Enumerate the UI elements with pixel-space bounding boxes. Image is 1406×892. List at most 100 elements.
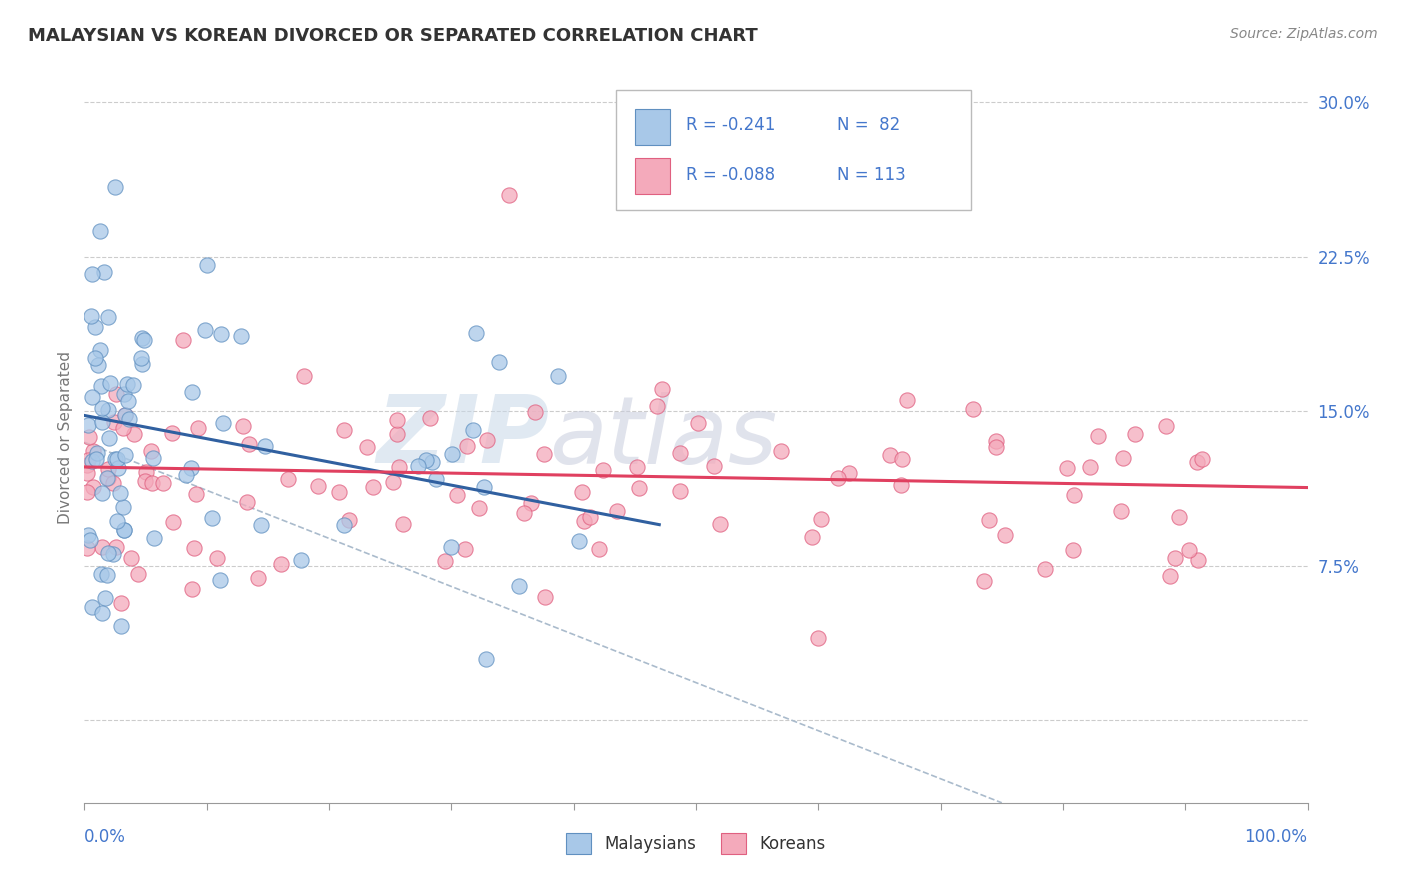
Point <box>1187 455 1209 469</box>
FancyBboxPatch shape <box>616 90 972 211</box>
Point <box>356 441 378 455</box>
FancyBboxPatch shape <box>636 109 671 145</box>
Point <box>807 631 830 645</box>
Point <box>464 326 486 341</box>
Point <box>90 415 112 429</box>
Point <box>97 462 120 476</box>
Point <box>76 541 98 555</box>
Point <box>456 439 478 453</box>
Text: R = -0.241: R = -0.241 <box>686 116 776 134</box>
Point <box>134 474 156 488</box>
Point <box>94 591 117 606</box>
Point <box>77 417 100 432</box>
Point <box>1178 543 1201 558</box>
Point <box>250 518 273 533</box>
Point <box>984 434 1007 449</box>
Point <box>523 405 546 419</box>
Point <box>1062 543 1084 558</box>
Point <box>172 333 194 347</box>
Point <box>90 540 112 554</box>
Point <box>703 459 725 474</box>
Point <box>1167 509 1189 524</box>
Point <box>307 479 329 493</box>
Point <box>115 376 138 391</box>
Point <box>79 310 101 324</box>
Point <box>162 515 184 529</box>
Point <box>96 471 118 485</box>
Point <box>114 448 136 462</box>
Point <box>238 437 260 451</box>
Point <box>498 188 520 202</box>
Text: MALAYSIAN VS KOREAN DIVORCED OR SEPARATED CORRELATION CHART: MALAYSIAN VS KOREAN DIVORCED OR SEPARATE… <box>28 27 758 45</box>
Point <box>124 426 146 441</box>
Point <box>97 310 120 325</box>
Legend: Malaysians, Koreans: Malaysians, Koreans <box>560 827 832 860</box>
Point <box>77 430 100 444</box>
Point <box>104 451 127 466</box>
Point <box>232 419 254 434</box>
Point <box>651 382 673 396</box>
Point <box>129 351 152 365</box>
Text: R = -0.088: R = -0.088 <box>686 166 775 185</box>
Point <box>184 486 207 500</box>
Point <box>131 331 153 345</box>
Point <box>420 455 443 469</box>
Point <box>105 387 128 401</box>
Y-axis label: Divorced or Separated: Divorced or Separated <box>58 351 73 524</box>
Point <box>385 412 408 426</box>
Point <box>333 423 356 437</box>
FancyBboxPatch shape <box>636 158 671 194</box>
Point <box>187 421 209 435</box>
Point <box>446 488 468 502</box>
Point <box>152 476 174 491</box>
Point <box>1087 429 1109 443</box>
Point <box>76 466 98 480</box>
Point <box>290 553 312 567</box>
Point <box>810 512 832 526</box>
Point <box>388 459 411 474</box>
Point <box>419 411 441 425</box>
Point <box>571 485 593 500</box>
Point <box>891 452 914 467</box>
Point <box>212 417 235 431</box>
Point <box>112 523 135 537</box>
Point <box>103 415 125 429</box>
Point <box>472 480 495 494</box>
Point <box>1078 459 1101 474</box>
Point <box>97 431 120 445</box>
Point <box>207 551 229 566</box>
Point <box>121 378 143 392</box>
Point <box>1112 451 1135 466</box>
Point <box>391 517 413 532</box>
Point <box>141 475 163 490</box>
Point <box>669 446 692 460</box>
Point <box>143 531 166 545</box>
Point <box>520 496 543 510</box>
Point <box>588 542 610 557</box>
Text: 100.0%: 100.0% <box>1244 828 1308 846</box>
Point <box>91 486 114 500</box>
Point <box>110 619 132 633</box>
Point <box>361 480 384 494</box>
Point <box>896 393 918 408</box>
Point <box>89 343 111 357</box>
Point <box>131 357 153 371</box>
Point <box>977 513 1000 527</box>
Point <box>468 500 491 515</box>
Point <box>454 541 477 556</box>
Text: N = 113: N = 113 <box>837 166 905 185</box>
Point <box>180 461 202 475</box>
Text: atlas: atlas <box>550 392 778 483</box>
Point <box>381 475 404 490</box>
Point <box>90 401 112 416</box>
Point <box>141 444 163 458</box>
Point <box>547 369 569 384</box>
Point <box>879 448 901 462</box>
Point <box>103 547 125 561</box>
Point <box>105 452 128 467</box>
Point <box>194 323 217 337</box>
Point <box>387 427 409 442</box>
Point <box>1033 562 1056 576</box>
Point <box>87 358 110 372</box>
Point <box>181 384 204 399</box>
